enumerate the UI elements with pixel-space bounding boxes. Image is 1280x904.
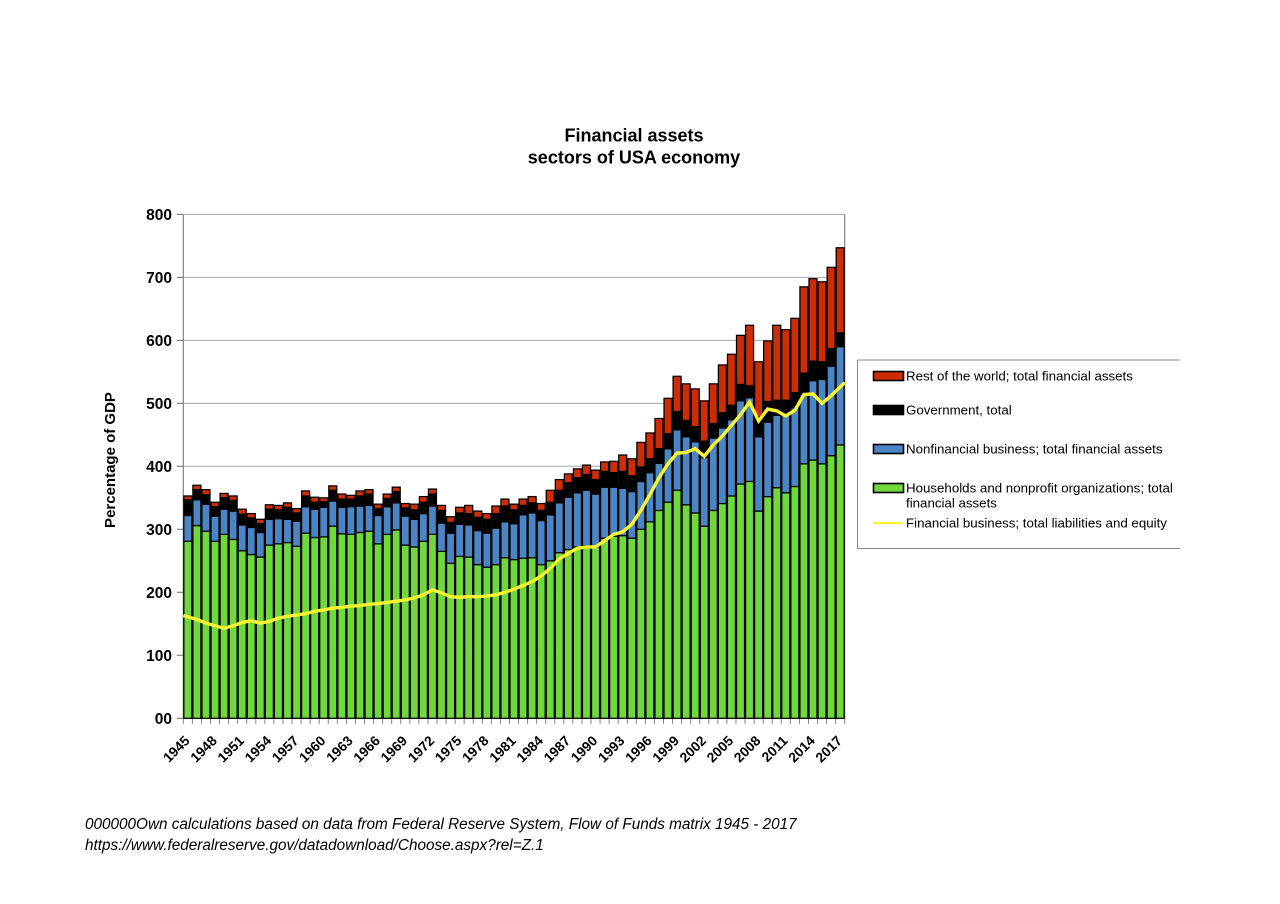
svg-text:Rest of the world; total finan: Rest of the world; total financial asset… [906,369,1133,384]
svg-text:Financial business; total liab: Financial business; total liabilities an… [906,516,1167,531]
svg-text:800: 800 [146,207,172,224]
svg-text:Households and nonprofit organ: Households and nonprofit organizations; … [906,481,1173,496]
svg-text:00: 00 [155,711,172,728]
svg-text:300: 300 [146,522,172,539]
svg-text:financial assets: financial assets [906,496,997,511]
svg-text:sectors of USA economy: sectors of USA economy [528,148,740,168]
svg-text:700: 700 [146,270,172,287]
svg-text:400: 400 [146,459,172,476]
svg-text:600: 600 [146,333,172,350]
svg-text:https://www.federalreserve.gov: https://www.federalreserve.gov/datadownl… [85,837,544,854]
svg-text:000000Own calculations based o: 000000Own calculations based on data fro… [85,816,797,833]
svg-text:Nonfinancial business; total f: Nonfinancial business; total financial a… [906,442,1163,457]
svg-text:100: 100 [146,648,172,665]
svg-text:Percentage of GDP: Percentage of GDP [102,392,119,528]
svg-text:Government, total: Government, total [906,403,1012,418]
svg-text:Financial assets: Financial assets [564,126,703,146]
svg-text:500: 500 [146,396,172,413]
svg-text:200: 200 [146,585,172,602]
